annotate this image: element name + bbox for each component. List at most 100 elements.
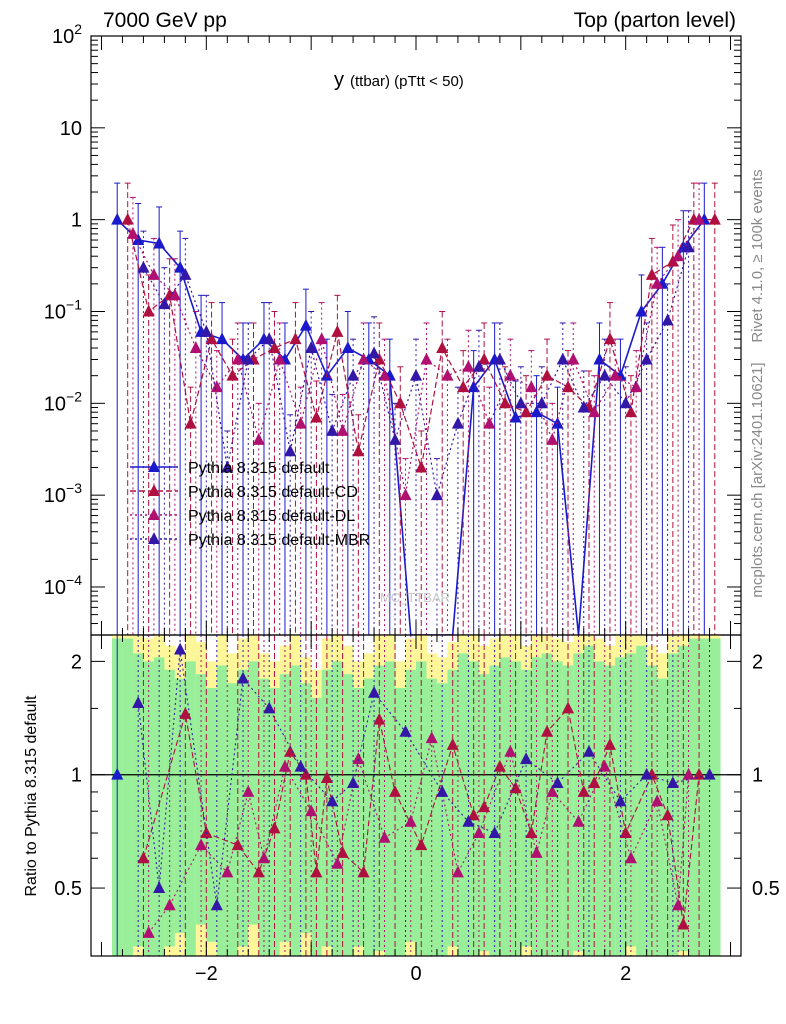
band-inner bbox=[122, 638, 134, 956]
data-point bbox=[661, 313, 674, 326]
band-inner bbox=[237, 669, 249, 947]
data-point bbox=[231, 352, 244, 365]
data-point bbox=[179, 268, 192, 280]
data-point bbox=[210, 380, 223, 393]
data-point bbox=[577, 400, 590, 413]
data-point bbox=[409, 368, 423, 381]
band-inner bbox=[636, 645, 648, 956]
data-point bbox=[493, 352, 506, 365]
data-point bbox=[294, 416, 307, 429]
main-panel: MC_TTBAR y (ttbar) (pTtt < 50) 102 10 1 10−1… bbox=[44, 21, 742, 636]
legend-entry-default: Pythia 8.315 default bbox=[130, 460, 330, 477]
ratio-data-point bbox=[153, 881, 166, 894]
ratio-data-point bbox=[520, 752, 533, 765]
data-point bbox=[540, 368, 554, 381]
ratio-data-point bbox=[624, 851, 637, 864]
band-inner bbox=[688, 638, 700, 956]
y-tick-label: 10 bbox=[60, 118, 82, 140]
ratio-data-point bbox=[263, 701, 276, 714]
data-point bbox=[200, 325, 213, 337]
data-point bbox=[132, 233, 145, 245]
ratio-data-point bbox=[368, 686, 381, 698]
data-point bbox=[603, 332, 617, 345]
data-point bbox=[111, 212, 124, 225]
data-point bbox=[598, 368, 611, 381]
band-inner bbox=[290, 665, 302, 956]
data-point bbox=[420, 352, 433, 365]
data-point bbox=[399, 488, 412, 501]
x-tick-label: −2 bbox=[195, 963, 218, 985]
data-point bbox=[682, 240, 695, 253]
ratio-data-point bbox=[373, 712, 386, 725]
band-inner bbox=[269, 687, 281, 956]
data-point bbox=[305, 341, 318, 353]
series-default bbox=[111, 182, 711, 635]
data-point bbox=[588, 405, 601, 418]
ratio-data-point bbox=[425, 731, 438, 744]
data-point bbox=[205, 332, 218, 345]
data-point bbox=[221, 460, 234, 473]
ratio-data-point bbox=[284, 745, 297, 757]
data-point bbox=[467, 380, 480, 393]
ratio-y-tick-label: 1 bbox=[71, 765, 82, 787]
ratio-data-point bbox=[378, 830, 391, 843]
data-point bbox=[184, 416, 197, 429]
ratio-data-point bbox=[305, 804, 318, 817]
ratio-data-point bbox=[672, 898, 685, 911]
data-point bbox=[415, 460, 428, 473]
data-point bbox=[509, 410, 522, 423]
band-inner bbox=[573, 653, 585, 952]
ratio-y-tick-label: 2 bbox=[71, 651, 82, 673]
ratio-data-point bbox=[326, 794, 339, 807]
data-point bbox=[556, 352, 569, 365]
band-inner bbox=[436, 683, 448, 956]
data-point bbox=[504, 368, 517, 381]
band-inner bbox=[395, 687, 407, 956]
ratio-data-point bbox=[651, 794, 664, 807]
y-tick-label: 102 bbox=[52, 21, 82, 48]
y-tick-label: 10−1 bbox=[44, 296, 82, 323]
data-point bbox=[357, 352, 370, 365]
data-point bbox=[126, 227, 139, 239]
legend-marker bbox=[147, 532, 161, 544]
band-inner bbox=[667, 653, 679, 956]
ratio-data-point bbox=[137, 851, 150, 864]
band-inner bbox=[353, 687, 365, 947]
data-point bbox=[299, 318, 312, 331]
ratio-data-point bbox=[551, 776, 564, 789]
data-point bbox=[326, 424, 339, 436]
ratio-data-point bbox=[174, 642, 187, 655]
data-point bbox=[215, 332, 229, 345]
ratio-data-point bbox=[111, 767, 124, 780]
data-point bbox=[189, 341, 202, 353]
series-mbr bbox=[137, 210, 695, 635]
ratio-data-point bbox=[320, 771, 333, 783]
data-point bbox=[640, 352, 653, 365]
ratio-data-point bbox=[294, 759, 307, 772]
band-inner bbox=[541, 653, 553, 956]
data-point bbox=[331, 325, 344, 337]
band-inner bbox=[657, 678, 669, 956]
process-label: Top (parton level) bbox=[574, 9, 736, 32]
band-inner bbox=[227, 683, 239, 956]
band-inner bbox=[426, 678, 438, 956]
data-point bbox=[137, 260, 150, 273]
band-inner bbox=[143, 661, 155, 956]
band-inner bbox=[279, 674, 291, 942]
ratio-data-point bbox=[347, 776, 360, 789]
ratio-data-point bbox=[582, 745, 596, 757]
ratio-data-point bbox=[703, 767, 716, 780]
ratio-data-point bbox=[242, 785, 255, 797]
ratio-data-point bbox=[666, 776, 679, 789]
ratio-data-point bbox=[540, 724, 554, 737]
band-inner bbox=[132, 653, 144, 947]
data-point bbox=[273, 352, 286, 365]
data-point bbox=[373, 352, 386, 365]
data-point bbox=[263, 332, 276, 345]
data-point bbox=[520, 405, 533, 418]
ratio-y-tick-label-right: 1 bbox=[752, 765, 763, 787]
ratio-series-mbr bbox=[132, 635, 716, 956]
data-point bbox=[341, 341, 354, 353]
data-point bbox=[651, 277, 664, 289]
legend-label: Pythia 8.315 default-DL bbox=[188, 508, 355, 525]
